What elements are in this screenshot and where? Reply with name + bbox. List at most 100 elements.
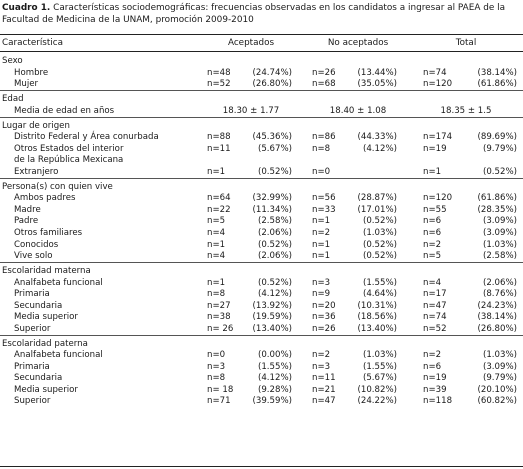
- section-label: Lugar de origen: [2, 120, 70, 131]
- aceptados-n: n=22: [207, 204, 231, 215]
- aceptados-n: n=0: [207, 350, 226, 361]
- caption-text: Características sociodemográficas: frecu…: [2, 3, 506, 25]
- total-n: n=39: [423, 384, 447, 395]
- header-aceptados: Aceptados: [227, 38, 275, 48]
- aceptados-pct: (0.52%): [257, 166, 292, 177]
- no-aceptados-pct: (18.56%): [357, 312, 397, 323]
- aceptados-pct: (5.67%): [257, 143, 292, 154]
- section-label: Escolaridad paterna: [2, 338, 88, 349]
- aceptados-n: n=52: [207, 79, 231, 90]
- total-n: n=6: [423, 227, 442, 238]
- total-n: n=120: [423, 79, 453, 90]
- section-row: Persona(s) con quien vive: [0, 181, 523, 193]
- aceptados-pct: (13.92%): [252, 300, 292, 311]
- no-aceptados-n: n=3: [312, 277, 331, 288]
- total-pct: (38.14%): [477, 67, 517, 78]
- row-label: Secundaria: [14, 300, 63, 311]
- no-aceptados-pct: (10.82%): [357, 384, 397, 395]
- aceptados-n: n=38: [207, 312, 231, 323]
- no-aceptados-n: n=11: [312, 373, 336, 384]
- total-n: n=1: [423, 166, 442, 177]
- bottom-rule: [0, 466, 523, 467]
- aceptados-n: n=8: [207, 373, 226, 384]
- total-pct: (1.03%): [482, 239, 517, 250]
- section-row: Escolaridad materna: [0, 265, 523, 277]
- section-row: Lugar de origen: [0, 120, 523, 132]
- no-aceptados-n: n=2: [312, 227, 331, 238]
- row-label: Otros Estados del interior: [14, 143, 124, 154]
- table-row: Distrito Federal y Área conurbada n=88 (45…: [0, 131, 523, 143]
- no-aceptados-n: n=1: [312, 216, 331, 227]
- total-n: n=4: [423, 277, 442, 288]
- row-label: Conocidos: [14, 239, 59, 250]
- section-divider: [0, 334, 523, 336]
- total-n: n=52: [423, 323, 447, 334]
- aceptados-n: n=1: [207, 277, 226, 288]
- no-aceptados-pct: (1.55%): [362, 277, 397, 288]
- aceptados-pct: (2.58%): [257, 216, 292, 227]
- no-aceptados-n: n=26: [312, 323, 336, 334]
- section-row: Sexo: [0, 55, 523, 67]
- table-row: Secundaria n=8 (4.12%) n=11 (5.67%) n=19 (9.79…: [0, 372, 523, 384]
- table-row: Media de edad en años 18.30 ± 1.77 18.40 ±…: [0, 105, 523, 117]
- no-aceptados-n: n=21: [312, 384, 336, 395]
- total-pct: (89.69%): [477, 132, 517, 143]
- row-label: Media superior: [14, 384, 78, 395]
- aceptados-n: n=1: [207, 166, 226, 177]
- total-n: n=74: [423, 312, 447, 323]
- section-label: Edad: [2, 94, 24, 104]
- no-aceptados-pct: (4.12%): [362, 143, 397, 154]
- table-row: Vive solo n=4 (2.06%) n=1 (0.52%) n=5 (2.58%): [0, 250, 523, 262]
- row-label: Mujer: [14, 79, 39, 90]
- table-row: Analfabeta funcional n=0 (0.00%) n=2 (1.03%)…: [0, 349, 523, 361]
- no-aceptados-pct: (24.22%): [357, 396, 397, 407]
- aceptados-pct: (2.06%): [257, 227, 292, 238]
- no-aceptados-pct: (1.03%): [362, 227, 397, 238]
- table-row: Extranjero n=1 (0.52%) n=0 n=1 (0.52%): [0, 166, 523, 178]
- row-label: Hombre: [14, 67, 49, 78]
- aceptados-n: n=4: [207, 227, 226, 238]
- no-aceptados-n: n=56: [312, 193, 336, 204]
- total-pct: (28.35%): [477, 204, 517, 215]
- no-aceptados-pct: (35.05%): [357, 79, 397, 90]
- aceptados-n: n=11: [207, 143, 231, 154]
- table-row: de la República Mexicana: [0, 154, 523, 166]
- total-n: n=6: [423, 361, 442, 372]
- aceptados-n: n= 18: [207, 384, 234, 395]
- row-label: Primaria: [14, 289, 50, 300]
- table-row: Conocidos n=1 (0.52%) n=1 (0.52%) n=2 (1.03%): [0, 239, 523, 251]
- no-aceptados-pct: (1.03%): [362, 350, 397, 361]
- aceptados-n: n=8: [207, 289, 226, 300]
- aceptados-n: n=4: [207, 251, 226, 261]
- total-pct: (60.82%): [477, 396, 517, 407]
- total-pct: (8.76%): [482, 289, 517, 300]
- aceptados-n: n=3: [207, 361, 226, 372]
- aceptados-pct: (4.12%): [257, 373, 292, 384]
- table-row: Primaria n=3 (1.55%) n=3 (1.55%) n=6 (3.09%): [0, 361, 523, 373]
- aceptados-n: n=88: [207, 132, 231, 143]
- aceptados-pct: (19.59%): [252, 312, 292, 323]
- table-row: Ambos padres n=64 (32.99%) n=56 (28.87%) n=12…: [0, 192, 523, 204]
- table-row: Secundaria n=27 (13.92%) n=20 (10.31%) n=47 (2…: [0, 300, 523, 312]
- aceptados-pct: (26.80%): [252, 79, 292, 90]
- aceptados-pct: (1.55%): [257, 361, 292, 372]
- total-n: n=19: [423, 373, 447, 384]
- no-aceptados-n: n=33: [312, 204, 336, 215]
- aceptados-pct: (13.40%): [252, 323, 292, 334]
- total-value: 18.35 ± 1.5: [440, 105, 492, 116]
- no-aceptados-n: n=3: [312, 361, 331, 372]
- total-n: n=55: [423, 204, 447, 215]
- total-n: n=17: [423, 289, 447, 300]
- total-pct: (0.52%): [482, 166, 517, 177]
- no-aceptados-value: 18.40 ± 1.08: [329, 105, 387, 116]
- total-n: n=47: [423, 300, 447, 311]
- total-n: n=174: [423, 132, 453, 143]
- total-pct: (61.86%): [477, 193, 517, 204]
- no-aceptados-n: n=36: [312, 312, 336, 323]
- table-row: Superior n= 26 (13.40%) n=26 (13.40%) n=52 (26…: [0, 323, 523, 335]
- table-row: Analfabeta funcional n=1 (0.52%) n=3 (1.55%)…: [0, 277, 523, 289]
- header-caracteristica: Característica: [2, 38, 64, 48]
- total-n: n=118: [423, 396, 453, 407]
- aceptados-value: 18.30 ± 1.77: [222, 105, 280, 116]
- section-label: Sexo: [2, 56, 23, 66]
